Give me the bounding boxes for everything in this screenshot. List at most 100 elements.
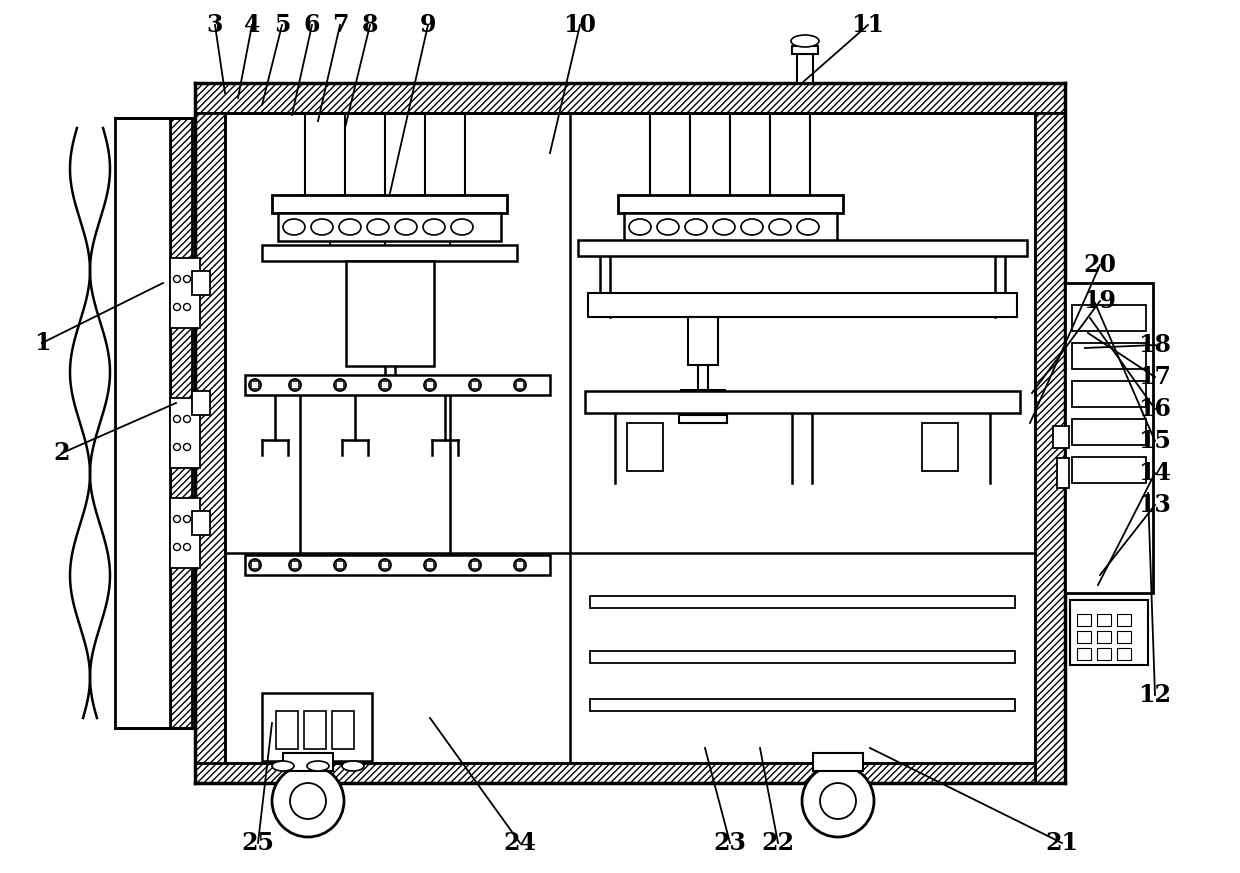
Text: 8: 8 <box>362 13 378 37</box>
Bar <box>1035 113 1065 783</box>
Text: 10: 10 <box>563 13 596 37</box>
Bar <box>170 498 200 568</box>
Ellipse shape <box>791 35 818 47</box>
Ellipse shape <box>174 276 181 283</box>
Text: 22: 22 <box>761 831 795 855</box>
Bar <box>1065 283 1153 593</box>
Bar <box>1078 648 1091 660</box>
Bar <box>813 753 863 771</box>
Bar <box>588 293 1017 317</box>
Ellipse shape <box>311 219 334 235</box>
Circle shape <box>424 379 436 391</box>
Ellipse shape <box>174 515 181 523</box>
Bar <box>792 46 818 54</box>
Text: 14: 14 <box>1138 461 1172 485</box>
Text: 21: 21 <box>1045 831 1079 855</box>
Circle shape <box>334 379 346 391</box>
Circle shape <box>802 765 874 837</box>
Circle shape <box>249 379 260 391</box>
Ellipse shape <box>184 416 191 423</box>
Circle shape <box>820 783 856 819</box>
Text: 20: 20 <box>1084 253 1116 277</box>
Bar <box>590 596 1016 608</box>
Text: 19: 19 <box>1084 289 1116 313</box>
Ellipse shape <box>367 219 389 235</box>
Bar <box>246 375 551 395</box>
Bar <box>170 398 200 468</box>
Text: 16: 16 <box>1138 397 1172 421</box>
Bar <box>1097 631 1111 643</box>
Ellipse shape <box>797 219 818 235</box>
Text: 2: 2 <box>53 441 71 465</box>
Ellipse shape <box>769 219 791 235</box>
Circle shape <box>379 559 391 571</box>
Circle shape <box>289 559 301 571</box>
Ellipse shape <box>396 219 417 235</box>
Bar <box>346 261 434 366</box>
Bar <box>1073 381 1146 407</box>
Bar <box>170 258 200 328</box>
Text: 23: 23 <box>713 831 746 855</box>
Bar <box>1056 458 1069 488</box>
Text: 11: 11 <box>852 13 884 37</box>
Ellipse shape <box>451 219 472 235</box>
Bar <box>192 511 210 535</box>
Bar <box>590 651 1016 663</box>
Bar <box>624 213 837 241</box>
Bar <box>277 711 298 749</box>
Text: 6: 6 <box>304 13 320 37</box>
Bar <box>590 699 1016 711</box>
Ellipse shape <box>184 443 191 450</box>
Bar <box>618 195 843 213</box>
Ellipse shape <box>184 544 191 551</box>
Bar <box>332 711 353 749</box>
Text: 3: 3 <box>207 13 223 37</box>
Ellipse shape <box>272 761 294 771</box>
Bar <box>1078 614 1091 626</box>
Text: 13: 13 <box>1138 493 1172 517</box>
Text: 25: 25 <box>242 831 274 855</box>
Bar <box>680 415 727 423</box>
Ellipse shape <box>184 515 191 523</box>
Bar <box>923 423 959 471</box>
Bar <box>797 48 813 83</box>
Ellipse shape <box>308 761 329 771</box>
Bar <box>681 390 725 417</box>
Circle shape <box>469 559 481 571</box>
Bar <box>585 391 1021 413</box>
Text: 7: 7 <box>332 13 348 37</box>
Circle shape <box>469 379 481 391</box>
Text: 12: 12 <box>1138 683 1172 707</box>
Bar <box>246 555 551 575</box>
Text: 24: 24 <box>503 831 537 855</box>
Text: 15: 15 <box>1138 429 1172 453</box>
Ellipse shape <box>174 304 181 311</box>
Text: 9: 9 <box>420 13 436 37</box>
Ellipse shape <box>629 219 651 235</box>
Bar <box>1117 631 1131 643</box>
Bar <box>627 423 663 471</box>
Circle shape <box>515 379 526 391</box>
Bar <box>1073 457 1146 483</box>
Circle shape <box>515 559 526 571</box>
Bar <box>115 118 170 728</box>
Bar <box>272 195 507 213</box>
Bar <box>1053 426 1069 448</box>
Text: 17: 17 <box>1138 365 1172 389</box>
Ellipse shape <box>713 219 735 235</box>
Bar <box>283 753 334 771</box>
Bar <box>195 113 224 783</box>
Bar <box>1117 648 1131 660</box>
Ellipse shape <box>283 219 305 235</box>
Bar <box>1070 600 1148 665</box>
Ellipse shape <box>174 443 181 450</box>
Ellipse shape <box>174 416 181 423</box>
Bar <box>1097 648 1111 660</box>
Bar <box>1073 343 1146 369</box>
Text: 5: 5 <box>274 13 290 37</box>
Bar <box>195 83 1065 113</box>
Circle shape <box>379 379 391 391</box>
Text: 4: 4 <box>244 13 260 37</box>
Circle shape <box>289 379 301 391</box>
Bar <box>192 391 210 415</box>
